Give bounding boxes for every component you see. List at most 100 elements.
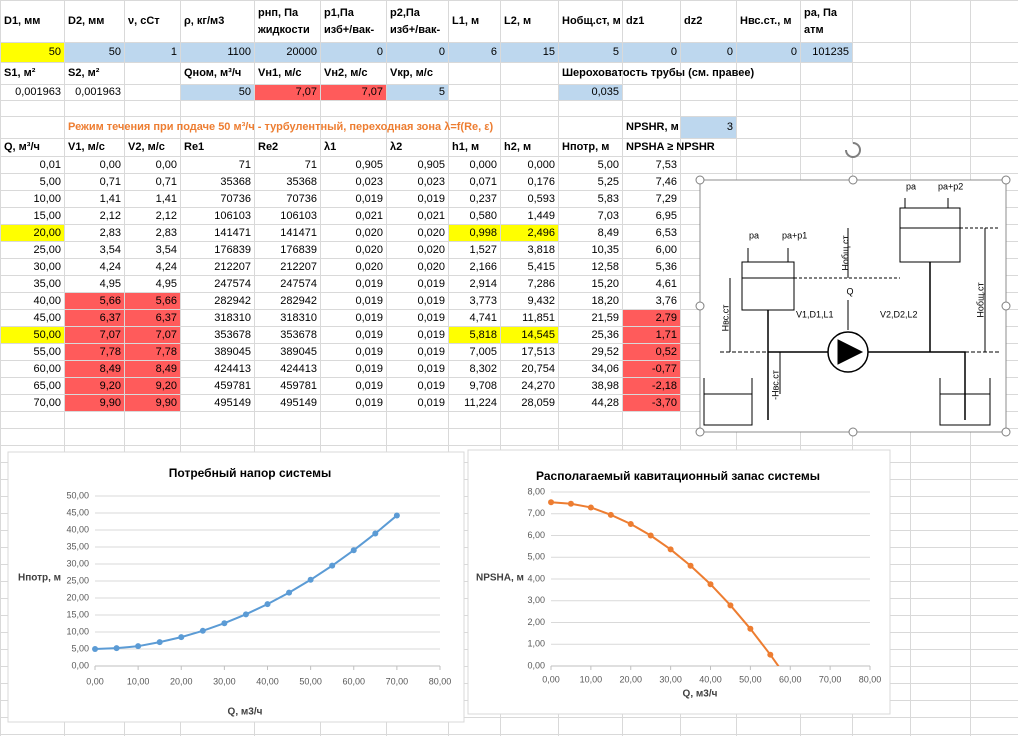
cell[interactable]: 7,46 — [623, 174, 680, 190]
cell[interactable]: 29,52 — [559, 344, 622, 360]
cell[interactable]: 0,593 — [501, 191, 558, 207]
cell[interactable]: 4,741 — [449, 310, 500, 326]
cell[interactable]: 35368 — [255, 174, 320, 190]
cell[interactable]: 0,00 — [125, 157, 180, 173]
cell[interactable]: 40,00 — [1, 293, 64, 309]
cell[interactable]: p1,Па изб+/вак- — [321, 1, 386, 42]
cell[interactable]: 141471 — [255, 225, 320, 241]
cell[interactable]: pa, Па атм — [801, 1, 852, 42]
cell[interactable]: 3 — [681, 117, 736, 138]
cell[interactable]: 17,513 — [501, 344, 558, 360]
cell[interactable]: 6,00 — [623, 242, 680, 258]
cell[interactable]: 459781 — [181, 378, 254, 394]
cell[interactable]: 1,71 — [623, 327, 680, 343]
cell[interactable]: 353678 — [255, 327, 320, 343]
cell[interactable]: dz1 — [623, 1, 680, 42]
cell[interactable]: 5,83 — [559, 191, 622, 207]
cell[interactable]: 0,019 — [321, 361, 386, 377]
cell[interactable]: 8,302 — [449, 361, 500, 377]
cell[interactable]: λ1 — [321, 139, 386, 156]
cell[interactable]: 7,07 — [65, 327, 124, 343]
cell[interactable]: 21,59 — [559, 310, 622, 326]
cell[interactable]: 20,00 — [1, 225, 64, 241]
cell[interactable]: 8,49 — [65, 361, 124, 377]
cell[interactable]: 10,00 — [1, 191, 64, 207]
cell[interactable]: 318310 — [181, 310, 254, 326]
cell[interactable]: 15,20 — [559, 276, 622, 292]
cell[interactable]: 0,00 — [65, 157, 124, 173]
cell[interactable]: 0 — [737, 43, 800, 62]
cell[interactable]: Re1 — [181, 139, 254, 156]
cell[interactable]: 9,90 — [65, 395, 124, 411]
cell[interactable]: 5,66 — [125, 293, 180, 309]
cell[interactable]: 0,176 — [501, 174, 558, 190]
handle[interactable] — [695, 301, 705, 311]
cell[interactable]: 0 — [387, 43, 448, 62]
cell[interactable]: Vкр, м/с — [387, 63, 448, 84]
cell[interactable]: 50 — [1, 43, 64, 62]
cell[interactable]: 5 — [559, 43, 622, 62]
cell[interactable]: 15,00 — [1, 208, 64, 224]
cell[interactable]: 70736 — [255, 191, 320, 207]
cell[interactable]: 5,25 — [559, 174, 622, 190]
cell[interactable]: 7,78 — [125, 344, 180, 360]
cell[interactable]: 0,237 — [449, 191, 500, 207]
cell[interactable]: Шероховатость трубы (см. правее) — [559, 63, 754, 84]
handle[interactable] — [695, 427, 705, 437]
cell[interactable]: 8,49 — [125, 361, 180, 377]
cell[interactable]: 5,36 — [623, 259, 680, 275]
cell[interactable]: 5,66 — [65, 293, 124, 309]
cell[interactable]: 1,449 — [501, 208, 558, 224]
cell[interactable]: 0,019 — [321, 378, 386, 394]
cell[interactable]: 5,818 — [449, 327, 500, 343]
cell[interactable]: 0,905 — [321, 157, 386, 173]
cell[interactable]: 0,019 — [387, 276, 448, 292]
cell[interactable]: 2,914 — [449, 276, 500, 292]
cell[interactable]: dz2 — [681, 1, 736, 42]
cell[interactable]: 2,83 — [125, 225, 180, 241]
diagram-frame[interactable] — [699, 179, 1007, 433]
cell[interactable]: 35,00 — [1, 276, 64, 292]
cell[interactable]: 0 — [623, 43, 680, 62]
cell[interactable]: 65,00 — [1, 378, 64, 394]
cell[interactable]: 141471 — [181, 225, 254, 241]
cell[interactable]: 0,019 — [387, 310, 448, 326]
cell[interactable]: 34,06 — [559, 361, 622, 377]
cell[interactable]: 0,001963 — [1, 85, 64, 100]
cell[interactable]: 50 — [181, 85, 254, 100]
handle[interactable] — [848, 427, 858, 437]
cell[interactable]: 12,58 — [559, 259, 622, 275]
cell[interactable]: 10,35 — [559, 242, 622, 258]
cell[interactable]: h2, м — [501, 139, 558, 156]
handle[interactable] — [1001, 301, 1011, 311]
cell[interactable]: 0,019 — [387, 293, 448, 309]
cell[interactable]: 3,54 — [125, 242, 180, 258]
cell[interactable]: λ2 — [387, 139, 448, 156]
cell[interactable]: 5,00 — [1, 174, 64, 190]
cell[interactable]: 0,071 — [449, 174, 500, 190]
cell[interactable]: 1100 — [181, 43, 254, 62]
cell[interactable]: 247574 — [181, 276, 254, 292]
cell[interactable]: 3,54 — [65, 242, 124, 258]
cell[interactable]: ν, сСт — [125, 1, 180, 42]
cell[interactable]: 18,20 — [559, 293, 622, 309]
cell[interactable]: 7,53 — [623, 157, 680, 173]
cell[interactable]: 9,708 — [449, 378, 500, 394]
cell[interactable]: 7,78 — [65, 344, 124, 360]
cell[interactable]: ρ, кг/м3 — [181, 1, 254, 42]
cell[interactable]: 20000 — [255, 43, 320, 62]
cell[interactable]: 3,773 — [449, 293, 500, 309]
cell[interactable]: 5,415 — [501, 259, 558, 275]
cell[interactable]: 71 — [181, 157, 254, 173]
cell[interactable]: 7,29 — [623, 191, 680, 207]
cell[interactable]: 3,818 — [501, 242, 558, 258]
cell[interactable]: 2,79 — [623, 310, 680, 326]
cell[interactable]: 4,61 — [623, 276, 680, 292]
cell[interactable]: 0,71 — [125, 174, 180, 190]
handle[interactable] — [1001, 427, 1011, 437]
cell[interactable]: NPSHR, м — [623, 117, 680, 138]
handle[interactable] — [848, 175, 858, 185]
cell[interactable]: 424413 — [181, 361, 254, 377]
cell[interactable]: 0,019 — [321, 310, 386, 326]
cell[interactable]: -3,70 — [623, 395, 680, 411]
